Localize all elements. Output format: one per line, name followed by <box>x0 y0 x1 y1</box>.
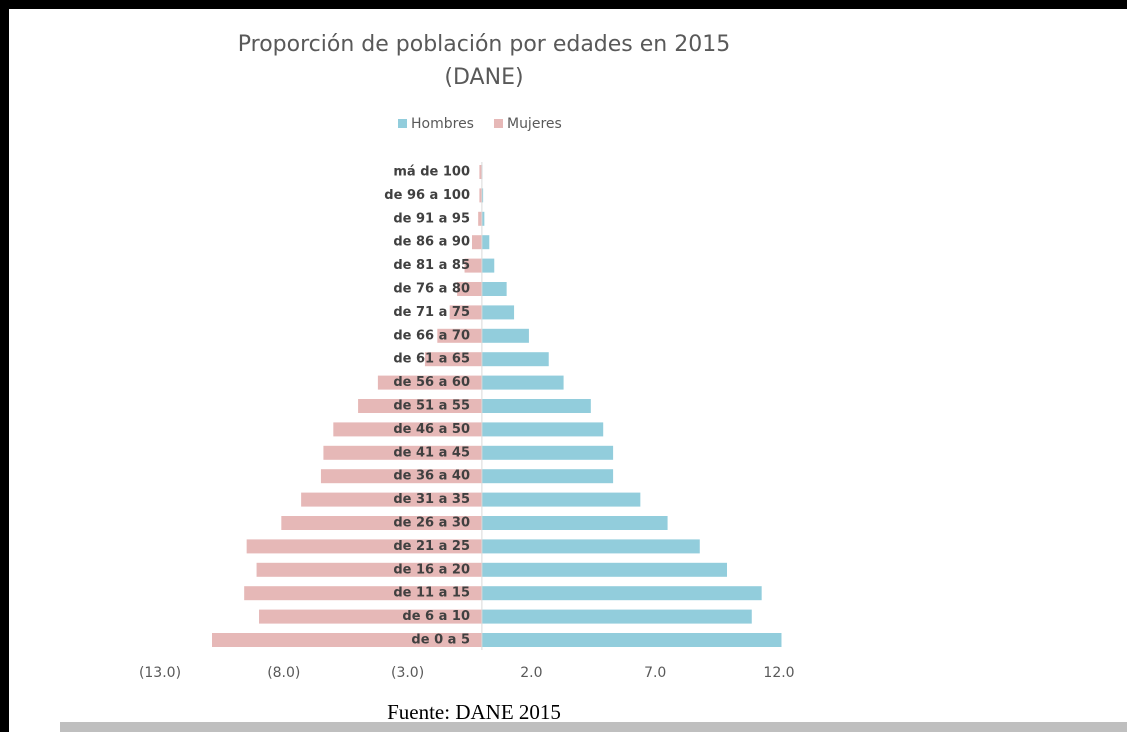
y-tick-label: de 96 a 100 <box>384 188 470 203</box>
bar <box>449 305 482 320</box>
bar <box>259 609 482 624</box>
y-tick-label: de 76 a 80 <box>393 282 470 297</box>
bar <box>256 562 482 577</box>
x-tick-label: (8.0) <box>267 665 300 681</box>
bar <box>481 539 700 554</box>
y-tick-label: de 41 a 45 <box>393 445 470 460</box>
bar <box>481 258 495 273</box>
bar <box>244 586 482 601</box>
legend-label: Mujeres <box>507 116 562 132</box>
bar <box>481 235 490 250</box>
chart-title: Proporción de población por edades en 20… <box>238 32 730 57</box>
bar <box>377 375 482 390</box>
bar <box>424 352 482 367</box>
y-tick-label: de 6 a 10 <box>402 609 470 624</box>
bar <box>478 211 482 226</box>
bar <box>481 282 507 296</box>
bar <box>457 282 482 296</box>
bar <box>246 539 482 554</box>
bar <box>481 609 752 624</box>
bar <box>471 235 482 250</box>
x-tick-label: 7.0 <box>644 665 666 681</box>
bar <box>437 328 482 343</box>
y-tick-label: de 11 a 15 <box>393 586 470 601</box>
y-tick-label: de 46 a 50 <box>393 422 470 437</box>
y-tick-label: de 21 a 25 <box>393 539 470 554</box>
plot: Hombres Mujeres (13.0) (8.0) (3.0) 2.0 7.0 12.0… <box>139 116 795 681</box>
bar <box>481 188 484 203</box>
bar <box>481 352 549 367</box>
legend-label: Hombres <box>411 116 474 132</box>
bar <box>479 165 482 179</box>
bar <box>481 633 782 647</box>
bar <box>320 469 482 484</box>
y-tick-label: de 51 a 55 <box>393 399 470 414</box>
scroll-bar <box>60 722 1127 732</box>
bar <box>481 375 564 390</box>
bar <box>481 328 529 343</box>
y-tick-label: de 61 a 65 <box>393 352 470 367</box>
x-tick-label: (3.0) <box>391 665 424 681</box>
bar <box>301 492 482 507</box>
y-tick-label: de 71 a 75 <box>393 305 470 320</box>
y-tick-label: de 16 a 20 <box>393 562 470 577</box>
bar <box>358 399 482 413</box>
y-tick-label: de 0 a 5 <box>411 633 470 648</box>
y-tick-label: de 36 a 40 <box>393 469 470 484</box>
bar <box>281 516 482 530</box>
bar <box>481 492 641 507</box>
left-border <box>0 0 9 732</box>
legend-swatch <box>398 119 407 128</box>
y-tick-label: de 26 a 30 <box>393 516 470 531</box>
top-border <box>0 0 1127 9</box>
bar <box>481 422 604 437</box>
bar <box>481 445 614 460</box>
bar <box>464 258 482 273</box>
x-tick-label: (13.0) <box>139 665 181 681</box>
bar <box>481 562 728 577</box>
y-tick-label: de 56 a 60 <box>393 375 470 390</box>
y-tick-label: de 81 a 85 <box>393 258 470 273</box>
y-tick-label: de 86 a 90 <box>393 235 470 250</box>
bar <box>479 188 482 203</box>
bar <box>481 469 614 484</box>
y-tick-label: de 66 a 70 <box>393 328 470 343</box>
y-tick-label: má de 100 <box>393 165 470 180</box>
y-tick-label: de 31 a 35 <box>393 492 470 507</box>
legend-swatch <box>493 119 503 128</box>
bar <box>481 516 668 530</box>
bar <box>323 445 482 460</box>
bar <box>481 399 591 413</box>
chart-title: (DANE) <box>444 65 523 90</box>
bar <box>481 305 515 320</box>
bar <box>481 586 762 601</box>
bar <box>211 633 482 647</box>
bar <box>333 422 482 437</box>
x-tick-label: 12.0 <box>763 665 794 681</box>
y-tick-label: de 91 a 95 <box>393 211 470 226</box>
source: Fuente: DANE 2015 <box>387 700 561 724</box>
x-tick-label: 2.0 <box>520 665 542 681</box>
bar <box>481 211 485 226</box>
